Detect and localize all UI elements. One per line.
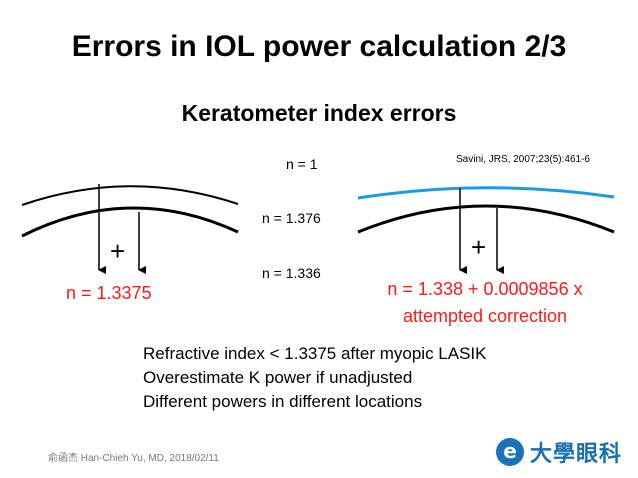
right-anterior-surface-post-lasik	[357, 186, 615, 200]
left-anterior-surface	[21, 185, 239, 206]
right-posterior-surface	[357, 204, 615, 234]
bullet-item: Overestimate K power if unadjusted	[143, 368, 413, 387]
slide-title: Errors in IOL power calculation 2/3	[71, 30, 567, 63]
label-n-aqueous: n = 1.336	[262, 265, 321, 281]
bullet-list: Refractive index < 1.3375 after myopic L…	[143, 342, 487, 414]
right-plus-sign: +	[471, 232, 487, 262]
label-n-air: n = 1	[286, 156, 318, 172]
label-n-cornea: n = 1.376	[262, 210, 321, 226]
left-plus-sign: +	[110, 236, 126, 266]
left-posterior-surface	[21, 206, 239, 238]
logo-e-icon: e	[496, 438, 524, 466]
citation: Savini, JRS, 2007;23(5):461-6	[456, 154, 590, 165]
left-index-text: n = 1.3375	[66, 283, 152, 303]
right-formula-line1: n = 1.338 + 0.0009856 x	[387, 279, 583, 299]
slide-subtitle: Keratometer index errors	[181, 100, 457, 126]
bullet-item: Different powers in different locations	[143, 392, 423, 411]
logo: e 大學眼科	[496, 436, 622, 468]
logo-text: 大學眼科	[530, 442, 623, 467]
right-formula-line2: attempted correction	[402, 306, 568, 326]
bullet-item: Refractive index < 1.3375 after myopic L…	[143, 344, 487, 363]
footer-author: 俞函杰 Han-Chieh Yu, MD, 2018/02/11	[48, 453, 219, 464]
